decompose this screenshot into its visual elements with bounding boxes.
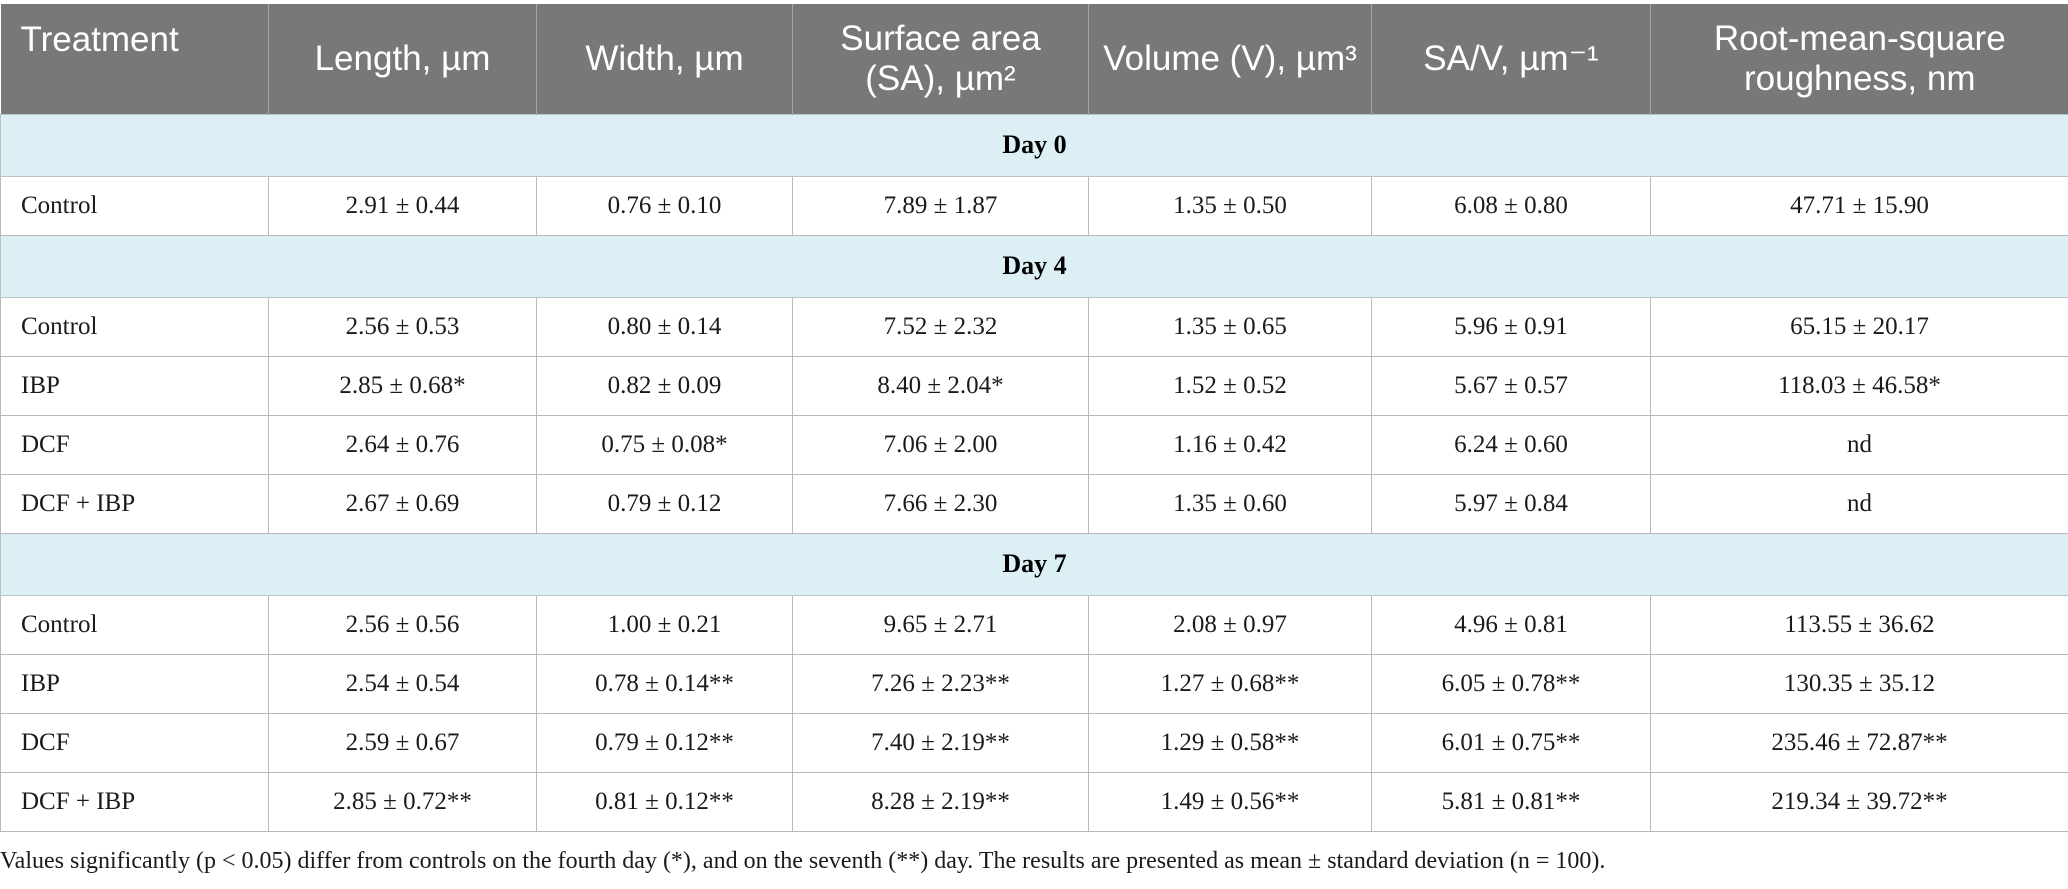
value-cell: 1.35 ± 0.60 — [1088, 473, 1372, 534]
value-cell: 1.52 ± 0.52 — [1088, 355, 1372, 416]
value-cell: 6.05 ± 0.78** — [1371, 653, 1651, 714]
table-row: Control 2.56 ± 0.53 0.80 ± 0.14 7.52 ± 2.32… — [0, 296, 2068, 357]
value-cell: 2.64 ± 0.76 — [268, 414, 537, 475]
header-length: Length, µm — [268, 4, 537, 114]
treatment-cell: DCF — [0, 414, 269, 475]
value-cell: 2.85 ± 0.68* — [268, 355, 537, 416]
value-cell: 2.67 ± 0.69 — [268, 473, 537, 534]
value-cell: 0.76 ± 0.10 — [536, 175, 793, 236]
value-cell: 7.66 ± 2.30 — [792, 473, 1089, 534]
value-cell: nd — [1650, 414, 2068, 475]
value-cell: 5.96 ± 0.91 — [1371, 296, 1651, 357]
header-width: Width, µm — [536, 4, 793, 114]
value-cell: 1.35 ± 0.50 — [1088, 175, 1372, 236]
treatment-cell: Control — [0, 175, 269, 236]
value-cell: 0.79 ± 0.12 — [536, 473, 793, 534]
value-cell: 130.35 ± 35.12 — [1650, 653, 2068, 714]
value-cell: 0.80 ± 0.14 — [536, 296, 793, 357]
group-row: Day 4 — [0, 234, 2068, 298]
treatment-cell: Control — [0, 296, 269, 357]
value-cell: 118.03 ± 46.58* — [1650, 355, 2068, 416]
value-cell: 113.55 ± 36.62 — [1650, 594, 2068, 655]
value-cell: 7.06 ± 2.00 — [792, 414, 1089, 475]
value-cell: 5.81 ± 0.81** — [1371, 771, 1651, 832]
value-cell: 0.75 ± 0.08* — [536, 414, 793, 475]
treatment-cell: IBP — [0, 653, 269, 714]
value-cell: 7.89 ± 1.87 — [792, 175, 1089, 236]
group-row: Day 0 — [0, 113, 2068, 177]
table-row: IBP 2.85 ± 0.68* 0.82 ± 0.09 8.40 ± 2.04* 1.… — [0, 355, 2068, 416]
value-cell: 2.85 ± 0.72** — [268, 771, 537, 832]
value-cell: 0.82 ± 0.09 — [536, 355, 793, 416]
value-cell: 5.97 ± 0.84 — [1371, 473, 1651, 534]
value-cell: 47.71 ± 15.90 — [1650, 175, 2068, 236]
value-cell: 1.29 ± 0.58** — [1088, 712, 1372, 773]
treatment-cell: DCF + IBP — [0, 473, 269, 534]
value-cell: 9.65 ± 2.71 — [792, 594, 1089, 655]
value-cell: 0.79 ± 0.12** — [536, 712, 793, 773]
table-row: DCF 2.64 ± 0.76 0.75 ± 0.08* 7.06 ± 2.00 1.1… — [0, 414, 2068, 475]
table-footnote: Values significantly (p < 0.05) differ f… — [0, 848, 1606, 874]
group-label: Day 0 — [0, 113, 2068, 177]
table-row: DCF + IBP 2.85 ± 0.72** 0.81 ± 0.12** 8.28 … — [0, 771, 2068, 832]
value-cell: 2.54 ± 0.54 — [268, 653, 537, 714]
treatment-cell: IBP — [0, 355, 269, 416]
value-cell: 65.15 ± 20.17 — [1650, 296, 2068, 357]
header-sa-v: SA/V, µm⁻¹ — [1371, 4, 1651, 114]
value-cell: 1.35 ± 0.65 — [1088, 296, 1372, 357]
table-row: Control 2.56 ± 0.56 1.00 ± 0.21 9.65 ± 2.71… — [0, 594, 2068, 655]
value-cell: 7.40 ± 2.19** — [792, 712, 1089, 773]
value-cell: 6.24 ± 0.60 — [1371, 414, 1651, 475]
header-treatment: Treatment — [0, 4, 269, 114]
value-cell: 8.28 ± 2.19** — [792, 771, 1089, 832]
header-roughness: Root-mean-square roughness, nm — [1650, 4, 2068, 114]
treatment-cell: Control — [0, 594, 269, 655]
table-body: Day 0 Control 2.91 ± 0.44 0.76 ± 0.10 7.89 ±… — [0, 113, 2068, 832]
value-cell: 1.27 ± 0.68** — [1088, 653, 1372, 714]
header-surface-area: Surface area (SA), µm² — [792, 4, 1089, 114]
value-cell: 1.49 ± 0.56** — [1088, 771, 1372, 832]
value-cell: 4.96 ± 0.81 — [1371, 594, 1651, 655]
group-row: Day 7 — [0, 532, 2068, 596]
value-cell: 2.56 ± 0.53 — [268, 296, 537, 357]
table-row: Control 2.91 ± 0.44 0.76 ± 0.10 7.89 ± 1.87… — [0, 175, 2068, 236]
table-row: DCF + IBP 2.67 ± 0.69 0.79 ± 0.12 7.66 ± 2.… — [0, 473, 2068, 534]
treatment-cell: DCF — [0, 712, 269, 773]
morphology-table: Treatment Length, µm Width, µm Surface a… — [0, 4, 2068, 832]
data-table-container: Treatment Length, µm Width, µm Surface a… — [0, 4, 2068, 832]
value-cell: 7.52 ± 2.32 — [792, 296, 1089, 357]
value-cell: 6.08 ± 0.80 — [1371, 175, 1651, 236]
value-cell: 1.00 ± 0.21 — [536, 594, 793, 655]
value-cell: 2.59 ± 0.67 — [268, 712, 537, 773]
table-row: DCF 2.59 ± 0.67 0.79 ± 0.12** 7.40 ± 2.19**… — [0, 712, 2068, 773]
value-cell: 8.40 ± 2.04* — [792, 355, 1089, 416]
value-cell: 6.01 ± 0.75** — [1371, 712, 1651, 773]
header-row: Treatment Length, µm Width, µm Surface a… — [0, 4, 2068, 114]
value-cell: 0.81 ± 0.12** — [536, 771, 793, 832]
value-cell: 219.34 ± 39.72** — [1650, 771, 2068, 832]
value-cell: 2.91 ± 0.44 — [268, 175, 537, 236]
value-cell: 2.08 ± 0.97 — [1088, 594, 1372, 655]
value-cell: 7.26 ± 2.23** — [792, 653, 1089, 714]
value-cell: 1.16 ± 0.42 — [1088, 414, 1372, 475]
value-cell: nd — [1650, 473, 2068, 534]
group-label: Day 7 — [0, 532, 2068, 596]
header-volume: Volume (V), µm³ — [1088, 4, 1372, 114]
value-cell: 5.67 ± 0.57 — [1371, 355, 1651, 416]
table-row: IBP 2.54 ± 0.54 0.78 ± 0.14** 7.26 ± 2.23**… — [0, 653, 2068, 714]
group-label: Day 4 — [0, 234, 2068, 298]
value-cell: 0.78 ± 0.14** — [536, 653, 793, 714]
value-cell: 235.46 ± 72.87** — [1650, 712, 2068, 773]
value-cell: 2.56 ± 0.56 — [268, 594, 537, 655]
treatment-cell: DCF + IBP — [0, 771, 269, 832]
